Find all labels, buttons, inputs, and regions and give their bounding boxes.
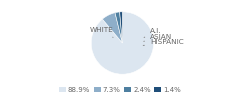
Wedge shape bbox=[120, 12, 122, 43]
Text: WHITE: WHITE bbox=[90, 27, 113, 37]
Text: HISPANIC: HISPANIC bbox=[143, 39, 184, 45]
Text: A.I.: A.I. bbox=[144, 28, 161, 38]
Legend: 88.9%, 7.3%, 2.4%, 1.4%: 88.9%, 7.3%, 2.4%, 1.4% bbox=[56, 84, 184, 96]
Wedge shape bbox=[91, 12, 154, 74]
Text: ASIAN: ASIAN bbox=[144, 34, 172, 41]
Wedge shape bbox=[115, 12, 122, 43]
Wedge shape bbox=[102, 13, 122, 43]
